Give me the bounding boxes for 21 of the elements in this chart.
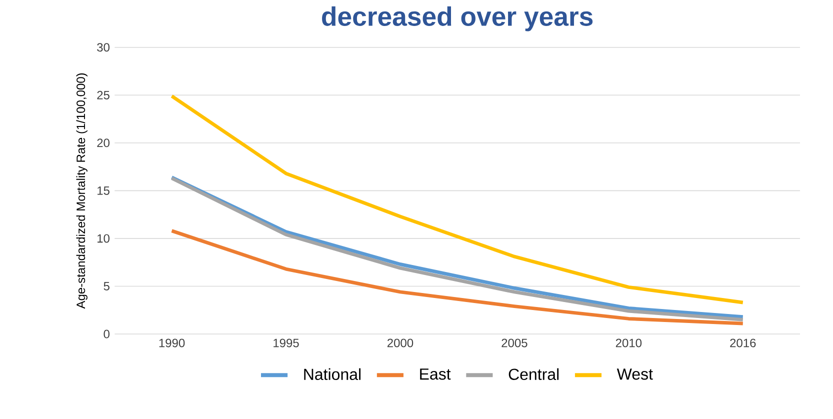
x-tick-label: 2010 <box>616 338 642 348</box>
line-series <box>170 229 745 326</box>
y-axis-title: Age-standardized Mortality Rate (1/100,000) <box>76 73 88 309</box>
x-tick-label: 1995 <box>274 338 299 348</box>
y-tick-label: 5 <box>104 282 110 290</box>
line-series <box>170 94 745 304</box>
y-tick-label: 10 <box>98 234 110 243</box>
x-tick-label: 1990 <box>159 338 185 348</box>
x-tick-label: 2005 <box>502 338 528 348</box>
legend-label: Central <box>508 368 559 380</box>
legend-label: East <box>420 368 451 380</box>
x-tick-label: 2016 <box>730 338 756 348</box>
y-tick-label: 30 <box>97 43 110 52</box>
y-tick-label: 0 <box>104 330 110 338</box>
y-tick-label: 20 <box>97 138 110 148</box>
y-tick-label: 25 <box>97 90 110 100</box>
x-tick-label: 2000 <box>387 338 414 348</box>
chart-title: decreased over years <box>322 6 593 32</box>
legend-label: West <box>616 368 653 380</box>
y-tick-label: 15 <box>98 186 110 195</box>
legend-label: National <box>304 368 361 380</box>
